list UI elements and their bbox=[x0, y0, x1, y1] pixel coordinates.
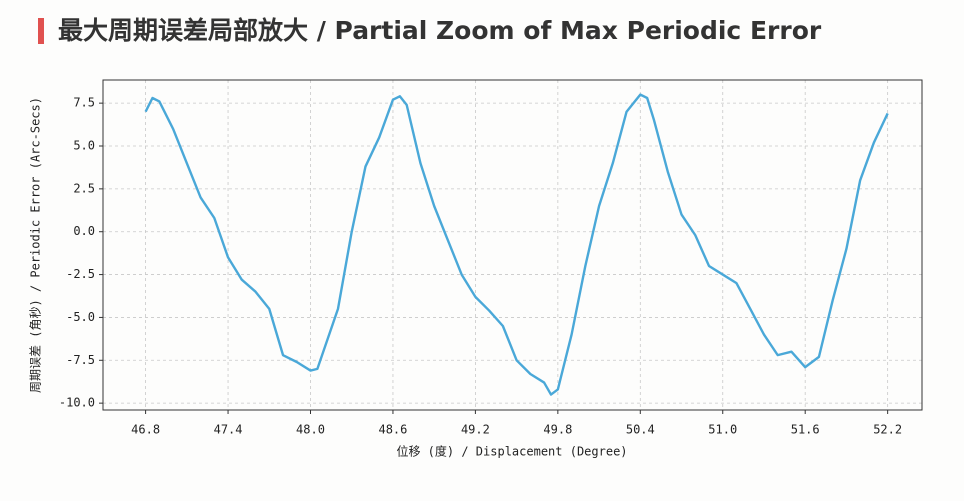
x-tick-label: 48.0 bbox=[296, 423, 325, 437]
y-tick-label: 7.5 bbox=[73, 96, 95, 110]
x-tick-label: 49.8 bbox=[543, 423, 572, 437]
y-tick-label: -7.5 bbox=[66, 353, 95, 367]
x-tick-label: 49.2 bbox=[461, 423, 490, 437]
x-tick-label: 46.8 bbox=[131, 423, 160, 437]
y-tick-label: 2.5 bbox=[73, 181, 95, 195]
x-tick-label: 51.0 bbox=[708, 423, 737, 437]
y-tick-label: 5.0 bbox=[73, 139, 95, 153]
x-tick-label: 47.4 bbox=[214, 423, 243, 437]
title-marker bbox=[38, 18, 44, 44]
y-tick-label: -10.0 bbox=[59, 396, 95, 410]
plot-frame bbox=[102, 79, 923, 411]
y-tick-label: 0.0 bbox=[73, 224, 95, 238]
x-axis-label: 位移 (度) / Displacement (Degree) bbox=[396, 444, 627, 459]
chart-title: 最大周期误差局部放大 / Partial Zoom of Max Periodi… bbox=[58, 16, 822, 45]
x-tick-label: 51.6 bbox=[791, 423, 820, 437]
data-line bbox=[144, 93, 889, 396]
x-tick-label: 50.4 bbox=[626, 423, 655, 437]
x-tick-label: 52.2 bbox=[873, 423, 902, 437]
y-axis-label: 周期误差 (角秒) / Periodic Error (Arc-Secs) bbox=[29, 97, 43, 393]
y-tick-label: -5.0 bbox=[66, 310, 95, 324]
y-tick-label: -2.5 bbox=[66, 267, 95, 281]
x-tick-label: 48.6 bbox=[378, 423, 407, 437]
